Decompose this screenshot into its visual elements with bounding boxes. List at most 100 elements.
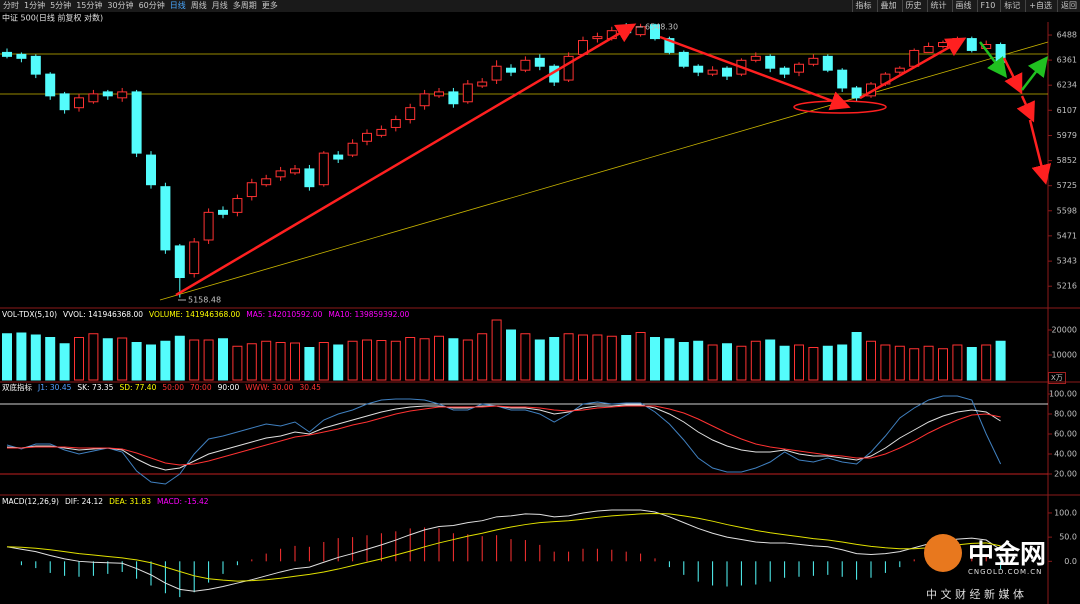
candle-body xyxy=(794,63,804,73)
volume-bar xyxy=(419,338,430,381)
period-tab[interactable]: 日线 xyxy=(169,1,186,10)
y-tick-label: 20.00 xyxy=(1054,470,1077,479)
y-tick-label: 6361 xyxy=(1057,56,1077,65)
arrow xyxy=(175,23,637,297)
volume-bar xyxy=(722,343,732,381)
candle-body xyxy=(347,142,358,156)
volume-bar xyxy=(347,340,358,381)
candle-body xyxy=(664,38,675,53)
volume-bar xyxy=(851,332,862,381)
volume-bar xyxy=(520,333,531,381)
legend-item: 30.45 xyxy=(299,383,321,392)
candle-body xyxy=(362,132,372,142)
volume-bar xyxy=(275,342,286,381)
candle-body xyxy=(750,55,761,61)
period-tabs: 分时 1分钟 5分钟 15分钟 30分钟 60分钟 日线 周线 月线 多周期 更多 xyxy=(0,0,281,12)
y-tick-label: 100.0 xyxy=(1054,508,1077,517)
slogan: 中 文 财 经 新 媒 体 xyxy=(926,588,1024,601)
volume-bar xyxy=(304,347,315,381)
legend-item: MACD: -15.42 xyxy=(156,497,209,506)
period-tab[interactable]: 15分钟 xyxy=(76,1,103,10)
volume-bar xyxy=(246,343,257,381)
period-tab[interactable]: 5分钟 xyxy=(50,1,72,10)
volume-bar xyxy=(318,342,329,381)
tool-button[interactable]: 标记 xyxy=(1000,0,1020,12)
y-tick-label: 20000 xyxy=(1052,326,1077,335)
candle-body xyxy=(16,53,27,59)
candle-body xyxy=(534,57,545,67)
candle-body xyxy=(722,67,732,77)
tool-button[interactable]: 画线 xyxy=(951,0,972,12)
period-tab[interactable]: 分时 xyxy=(3,1,19,10)
volume-bar xyxy=(362,339,372,381)
y-tick-label: 60.00 xyxy=(1054,430,1077,439)
tool-button[interactable]: +自选 xyxy=(1025,0,1052,12)
volume-bar xyxy=(74,337,84,381)
period-tab[interactable]: 多周期 xyxy=(232,1,257,10)
legend-item: WWW: 30.00 xyxy=(245,383,294,392)
legend-item: 70:00 xyxy=(189,383,212,392)
period-tab[interactable]: 更多 xyxy=(261,1,278,10)
watermark: 中金网 CNGOLD.COM.CN 中 文 财 经 新 媒 体 xyxy=(920,532,1076,602)
y-tick-label: 5343 xyxy=(1057,257,1077,266)
candle-body xyxy=(131,91,142,154)
candle-body xyxy=(765,55,776,69)
candle-body xyxy=(74,97,84,109)
volume-bar xyxy=(506,329,516,381)
volume-bar xyxy=(146,344,156,381)
volume-bar xyxy=(938,348,948,381)
candle-body xyxy=(189,241,200,275)
legend-item: SD: 77.40 xyxy=(119,383,157,392)
legend-item: DIF: 24.12 xyxy=(64,497,104,506)
arrow xyxy=(1016,95,1035,123)
legend-item: DEA: 31.83 xyxy=(109,497,151,506)
indicator-legend: 双底指标 J1: 30.45 SK: 73.35 SD: 77.40 50:00 70:0… xyxy=(2,383,321,393)
tool-button[interactable]: 统计 xyxy=(926,0,947,12)
legend-item: VVOL: 141946368.00 xyxy=(63,310,144,319)
candle-body xyxy=(592,36,603,40)
volume-unit: X万 xyxy=(1048,372,1066,384)
volume-bar xyxy=(693,340,704,381)
logo xyxy=(924,534,962,572)
y-tick-label: 50.0 xyxy=(1059,533,1077,542)
candle-body xyxy=(808,57,819,65)
legend-item: MA5: 142010592.00 xyxy=(246,310,323,319)
y-tick-label: 80.00 xyxy=(1054,410,1077,419)
indicator-name: MACD(12,26,9) xyxy=(2,497,59,506)
volume-bar xyxy=(909,348,920,381)
arrow xyxy=(1028,119,1052,185)
arrow xyxy=(859,37,967,100)
candle-body xyxy=(851,87,862,99)
volume-bar xyxy=(606,335,617,381)
macd-legend: MACD(12,26,9) DIF: 24.12 DEA: 31.83 MACD: -… xyxy=(2,497,209,507)
tool-button[interactable]: 历史 xyxy=(901,0,922,12)
indicator-line xyxy=(6,509,1001,592)
tool-button[interactable]: 返回 xyxy=(1057,0,1077,12)
tool-button[interactable]: 指标 xyxy=(851,0,872,12)
candle-body xyxy=(506,67,516,73)
period-tab[interactable]: 30分钟 xyxy=(107,1,134,10)
legend-item: SK: 73.35 xyxy=(77,383,114,392)
volume-bar xyxy=(59,343,70,381)
candle-body xyxy=(923,45,934,53)
volume-bar xyxy=(995,340,1006,381)
candle-body xyxy=(491,65,502,81)
candle-body xyxy=(318,152,329,186)
tool-button[interactable]: F10 xyxy=(976,0,995,12)
arrow xyxy=(1002,57,1023,95)
volume-bar xyxy=(174,335,185,381)
y-tick-label: 40.00 xyxy=(1054,450,1077,459)
volume-bar xyxy=(952,344,963,381)
period-tab[interactable]: 周线 xyxy=(190,1,207,10)
candle-body xyxy=(909,49,920,67)
period-tab[interactable]: 月线 xyxy=(211,1,228,10)
tool-button[interactable]: 叠加 xyxy=(876,0,897,12)
candle-body xyxy=(707,69,718,75)
period-tab[interactable]: 1分钟 xyxy=(24,1,46,10)
y-tick-label: 5598 xyxy=(1057,206,1077,215)
volume-bar xyxy=(837,344,848,381)
period-tab[interactable]: 60分钟 xyxy=(138,1,165,10)
volume-bar xyxy=(491,319,502,381)
